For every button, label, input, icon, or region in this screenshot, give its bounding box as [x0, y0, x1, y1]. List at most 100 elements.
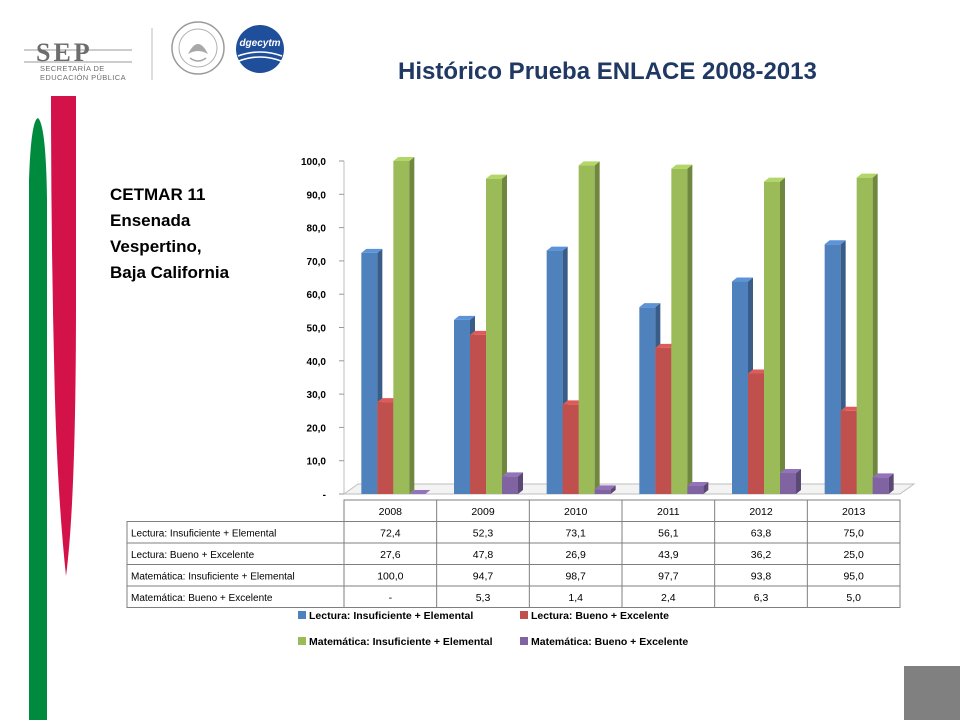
bar-top [578, 161, 600, 166]
table-series-label: Matemática: Insuficiente + Elemental [131, 572, 295, 583]
bar-front [377, 402, 394, 494]
legend-swatch [520, 611, 528, 619]
bar-front [655, 347, 672, 494]
table-value: 75,0 [843, 528, 864, 540]
bar-top [361, 248, 383, 253]
bar-top [840, 406, 862, 411]
bar-side [610, 485, 616, 494]
bar-front [361, 252, 378, 494]
table-value: 27,6 [380, 549, 401, 561]
bar-top [655, 343, 677, 348]
table-value: 94,7 [473, 571, 494, 583]
bar-front [671, 168, 688, 494]
page-title: Histórico Prueba ENLACE 2008-2013 [398, 58, 817, 85]
table-value: 98,7 [565, 571, 586, 583]
legend-entry: Lectura: Bueno + Excelente [531, 610, 669, 622]
school-label-line4: Baja California [110, 263, 230, 282]
table-series-label: Lectura: Bueno + Excelente [131, 550, 255, 561]
bar-front [687, 486, 704, 494]
bar-front [470, 334, 486, 494]
green-stripe [29, 118, 47, 720]
category-label: 2012 [749, 506, 773, 518]
bar-top [687, 482, 709, 487]
bar-front [780, 473, 796, 494]
table-value: 97,7 [658, 571, 679, 583]
bar-side [872, 173, 878, 494]
corner-decoration [904, 666, 960, 720]
table-value: 1,4 [568, 592, 583, 604]
bar-front [639, 307, 656, 494]
y-tick-label: 70,0 [307, 257, 327, 268]
bar-top [502, 472, 523, 477]
red-stripe [51, 96, 76, 576]
y-tick-label: 60,0 [307, 290, 327, 301]
legend-entry: Lectura: Insuficiente + Elemental [309, 610, 473, 622]
table-value: 95,0 [843, 571, 864, 583]
legend-entry: Matemática: Bueno + Excelente [531, 636, 688, 648]
table-series-label: Matemática: Bueno + Excelente [131, 593, 273, 604]
y-tick-label: 40,0 [307, 357, 327, 368]
table-value: 93,8 [751, 571, 772, 583]
y-tick-label: 90,0 [307, 190, 327, 201]
table-value: 100,0 [377, 571, 403, 583]
sep-logo-subtitle: SECRETARÍA DE EDUCACIÓN PÚBLICA [40, 64, 126, 82]
bar-top [409, 490, 431, 494]
bar-front [502, 476, 518, 494]
bar-top [872, 473, 894, 478]
school-label-line2: Ensenada [110, 211, 191, 230]
table-value: - [389, 592, 393, 604]
table-value: 26,9 [565, 549, 586, 561]
y-tick-label: 30,0 [307, 390, 327, 401]
legend-swatch [298, 637, 306, 645]
table-value: 5,3 [476, 592, 491, 604]
bar-side [594, 161, 600, 495]
category-label: 2010 [564, 506, 588, 518]
bar-front [486, 178, 502, 495]
bar-top [470, 330, 491, 335]
bar-front [578, 165, 595, 495]
table-value: 73,1 [565, 528, 586, 540]
bar-top [594, 485, 616, 490]
y-tick-label: 100,0 [301, 157, 326, 168]
bar-front [594, 489, 611, 494]
bar-side [780, 177, 785, 494]
bar-side [888, 473, 894, 494]
y-tick-label: 80,0 [307, 224, 327, 235]
bar-front [824, 244, 841, 494]
bar-front [840, 410, 857, 494]
bar-front [546, 250, 563, 494]
school-label-line3: Vespertino, [110, 237, 202, 256]
category-label: 2009 [471, 506, 495, 518]
bar-side [703, 482, 709, 494]
bar-top [393, 157, 415, 161]
sep-logo-word: SEP [36, 38, 93, 67]
school-label-line1: CETMAR 11 [110, 185, 206, 204]
bar-front [872, 477, 889, 494]
bar-top [732, 277, 753, 282]
bar-front [454, 319, 470, 494]
bar-top [546, 246, 568, 251]
mexico-seal-icon [171, 21, 225, 75]
bar-front [856, 177, 873, 494]
table-value: 6,3 [754, 592, 769, 604]
bar-front [732, 281, 748, 494]
legend-entry: Matemática: Insuficiente + Elemental [309, 636, 493, 648]
bar-side [409, 157, 415, 494]
y-tick-label: 20,0 [307, 423, 327, 434]
table-value: 5,0 [846, 592, 861, 604]
table-value: 63,8 [751, 528, 772, 540]
bar-top [377, 398, 399, 403]
bar-top [671, 164, 693, 169]
bar-top [780, 469, 801, 474]
table-series-label: Lectura: Insuficiente + Elemental [131, 529, 276, 540]
table-value: 56,1 [658, 528, 679, 540]
bar-side [502, 174, 507, 495]
bar-top [639, 303, 661, 308]
bar-top [562, 400, 584, 405]
category-label: 2011 [657, 506, 680, 518]
bar-side [687, 164, 693, 494]
category-label: 2008 [379, 506, 403, 518]
table-value: 2,4 [661, 592, 676, 604]
